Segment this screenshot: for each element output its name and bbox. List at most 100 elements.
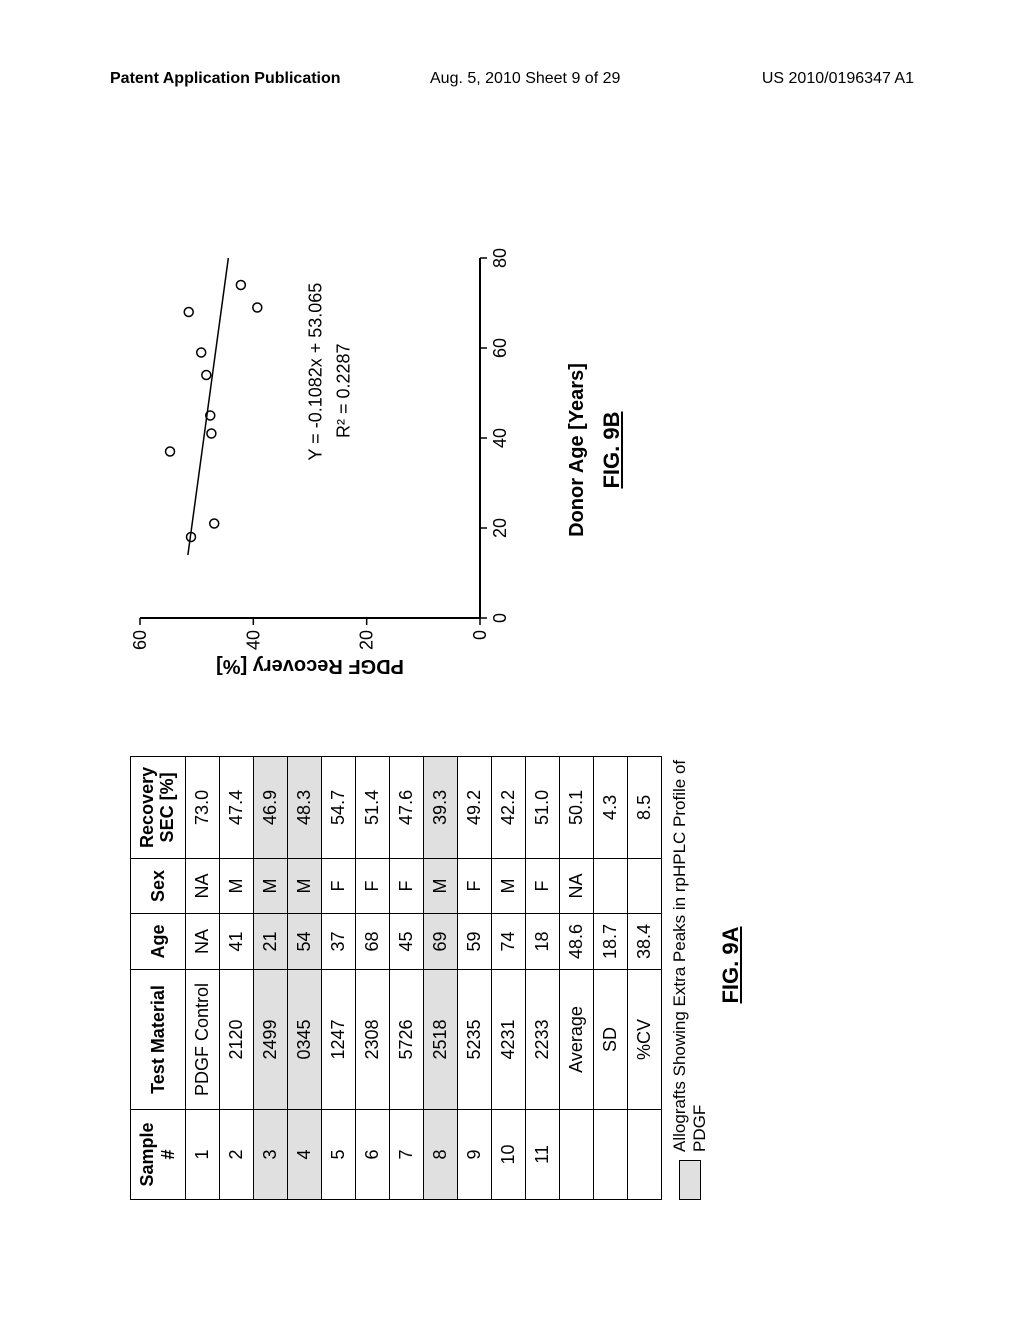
table-summary-row: SD18.74.3 xyxy=(594,756,628,1199)
table-header-cell: RecoverySEC [%] xyxy=(131,756,186,858)
table-cell: 5 xyxy=(322,1110,356,1200)
table-cell: NA xyxy=(560,858,594,913)
table-cell: 0345 xyxy=(288,970,322,1110)
table-cell: 54 xyxy=(288,913,322,969)
legend-swatch xyxy=(679,1160,701,1200)
table-cell: F xyxy=(356,858,390,913)
table-cell: NA xyxy=(186,913,220,969)
table-cell: 18 xyxy=(526,913,560,969)
table-header-cell: Age xyxy=(131,913,186,969)
svg-text:0: 0 xyxy=(490,613,510,623)
table-cell: %CV xyxy=(628,970,662,1110)
table-cell: 68 xyxy=(356,913,390,969)
chart-xlabel: Donor Age [Years] xyxy=(566,220,589,680)
table-cell: 51.4 xyxy=(356,756,390,858)
table-cell: 2308 xyxy=(356,970,390,1110)
table-row: 5124737F54.7 xyxy=(322,756,356,1199)
table-cell: NA xyxy=(186,858,220,913)
table-cell: 2233 xyxy=(526,970,560,1110)
fig9a-region: Sample #Test MaterialAgeSexRecoverySEC [… xyxy=(130,730,744,1200)
table-cell: 59 xyxy=(458,913,492,969)
table-cell: 2120 xyxy=(220,970,254,1110)
table-cell: 46.9 xyxy=(254,756,288,858)
svg-text:PDGF Recovery [%]: PDGF Recovery [%] xyxy=(216,655,404,677)
table-cell: M xyxy=(254,858,288,913)
table-cell: 4.3 xyxy=(594,756,628,858)
table-cell: M xyxy=(220,858,254,913)
table-row: 3249921M46.9 xyxy=(254,756,288,1199)
data-table: Sample #Test MaterialAgeSexRecoverySEC [… xyxy=(130,756,662,1200)
table-cell: 2 xyxy=(220,1110,254,1200)
table-cell: 49.2 xyxy=(458,756,492,858)
svg-text:40: 40 xyxy=(243,630,263,650)
table-legend: Allografts Showing Extra Peaks in rpHPLC… xyxy=(670,730,710,1200)
table-row: 9523559F49.2 xyxy=(458,756,492,1199)
figure-content: Sample #Test MaterialAgeSexRecoverySEC [… xyxy=(12,298,1012,1102)
table-cell: 3 xyxy=(254,1110,288,1200)
table-row: 2212041M47.4 xyxy=(220,756,254,1199)
table-cell: 48.6 xyxy=(560,913,594,969)
table-cell: Average xyxy=(560,970,594,1110)
fig9a-label: FIG. 9A xyxy=(718,730,744,1200)
table-cell: 21 xyxy=(254,913,288,969)
table-cell: 50.1 xyxy=(560,756,594,858)
header-right: US 2010/0196347 A1 xyxy=(762,70,914,88)
svg-text:0: 0 xyxy=(470,630,490,640)
table-cell: 45 xyxy=(390,913,424,969)
table-cell: M xyxy=(288,858,322,913)
table-cell: 2499 xyxy=(254,970,288,1110)
table-row: 8251869M39.3 xyxy=(424,756,458,1199)
table-row: 10423174M42.2 xyxy=(492,756,526,1199)
table-row: 11223318F51.0 xyxy=(526,756,560,1199)
table-cell: 5726 xyxy=(390,970,424,1110)
table-row: 7572645F47.6 xyxy=(390,756,424,1199)
table-cell: 1 xyxy=(186,1110,220,1200)
table-cell: M xyxy=(492,858,526,913)
table-cell: 10 xyxy=(492,1110,526,1200)
table-cell: 4231 xyxy=(492,970,526,1110)
table-cell: 74 xyxy=(492,913,526,969)
table-cell: 9 xyxy=(458,1110,492,1200)
table-cell: 51.0 xyxy=(526,756,560,858)
svg-text:80: 80 xyxy=(490,248,510,268)
table-cell: 8.5 xyxy=(628,756,662,858)
table-cell: 41 xyxy=(220,913,254,969)
table-header-cell: Test Material xyxy=(131,970,186,1110)
table-row: 4034554M48.3 xyxy=(288,756,322,1199)
fig9b-region: 0204060020406080PDGF Recovery [%]Y = -0.… xyxy=(130,220,625,680)
table-header-cell: Sample # xyxy=(131,1110,186,1200)
table-row: 1PDGF ControlNANA73.0 xyxy=(186,756,220,1199)
table-cell xyxy=(560,1110,594,1200)
table-cell: 7 xyxy=(390,1110,424,1200)
table-cell: 18.7 xyxy=(594,913,628,969)
svg-text:20: 20 xyxy=(357,630,377,650)
table-cell: 5235 xyxy=(458,970,492,1110)
header-center: Aug. 5, 2010 Sheet 9 of 29 xyxy=(430,70,620,88)
table-cell: 38.4 xyxy=(628,913,662,969)
table-cell: 42.2 xyxy=(492,756,526,858)
table-cell: 11 xyxy=(526,1110,560,1200)
svg-text:60: 60 xyxy=(130,630,150,650)
table-cell: F xyxy=(526,858,560,913)
table-cell: 1247 xyxy=(322,970,356,1110)
table-cell: F xyxy=(390,858,424,913)
table-cell: 8 xyxy=(424,1110,458,1200)
table-cell: 37 xyxy=(322,913,356,969)
table-cell: 2518 xyxy=(424,970,458,1110)
table-cell: 73.0 xyxy=(186,756,220,858)
table-cell: 39.3 xyxy=(424,756,458,858)
svg-text:R² = 0.2287: R² = 0.2287 xyxy=(334,343,354,438)
table-cell xyxy=(594,858,628,913)
table-cell xyxy=(628,1110,662,1200)
header-left: Patent Application Publication xyxy=(110,70,341,88)
table-summary-row: Average48.6NA50.1 xyxy=(560,756,594,1199)
scatter-chart: 0204060020406080PDGF Recovery [%]Y = -0.… xyxy=(130,220,560,680)
table-cell: F xyxy=(322,858,356,913)
table-cell: 47.4 xyxy=(220,756,254,858)
table-cell: 6 xyxy=(356,1110,390,1200)
table-cell: 54.7 xyxy=(322,756,356,858)
table-cell: F xyxy=(458,858,492,913)
table-cell: 69 xyxy=(424,913,458,969)
svg-text:Y = -0.1082x + 53.065: Y = -0.1082x + 53.065 xyxy=(305,283,325,461)
table-cell: 4 xyxy=(288,1110,322,1200)
